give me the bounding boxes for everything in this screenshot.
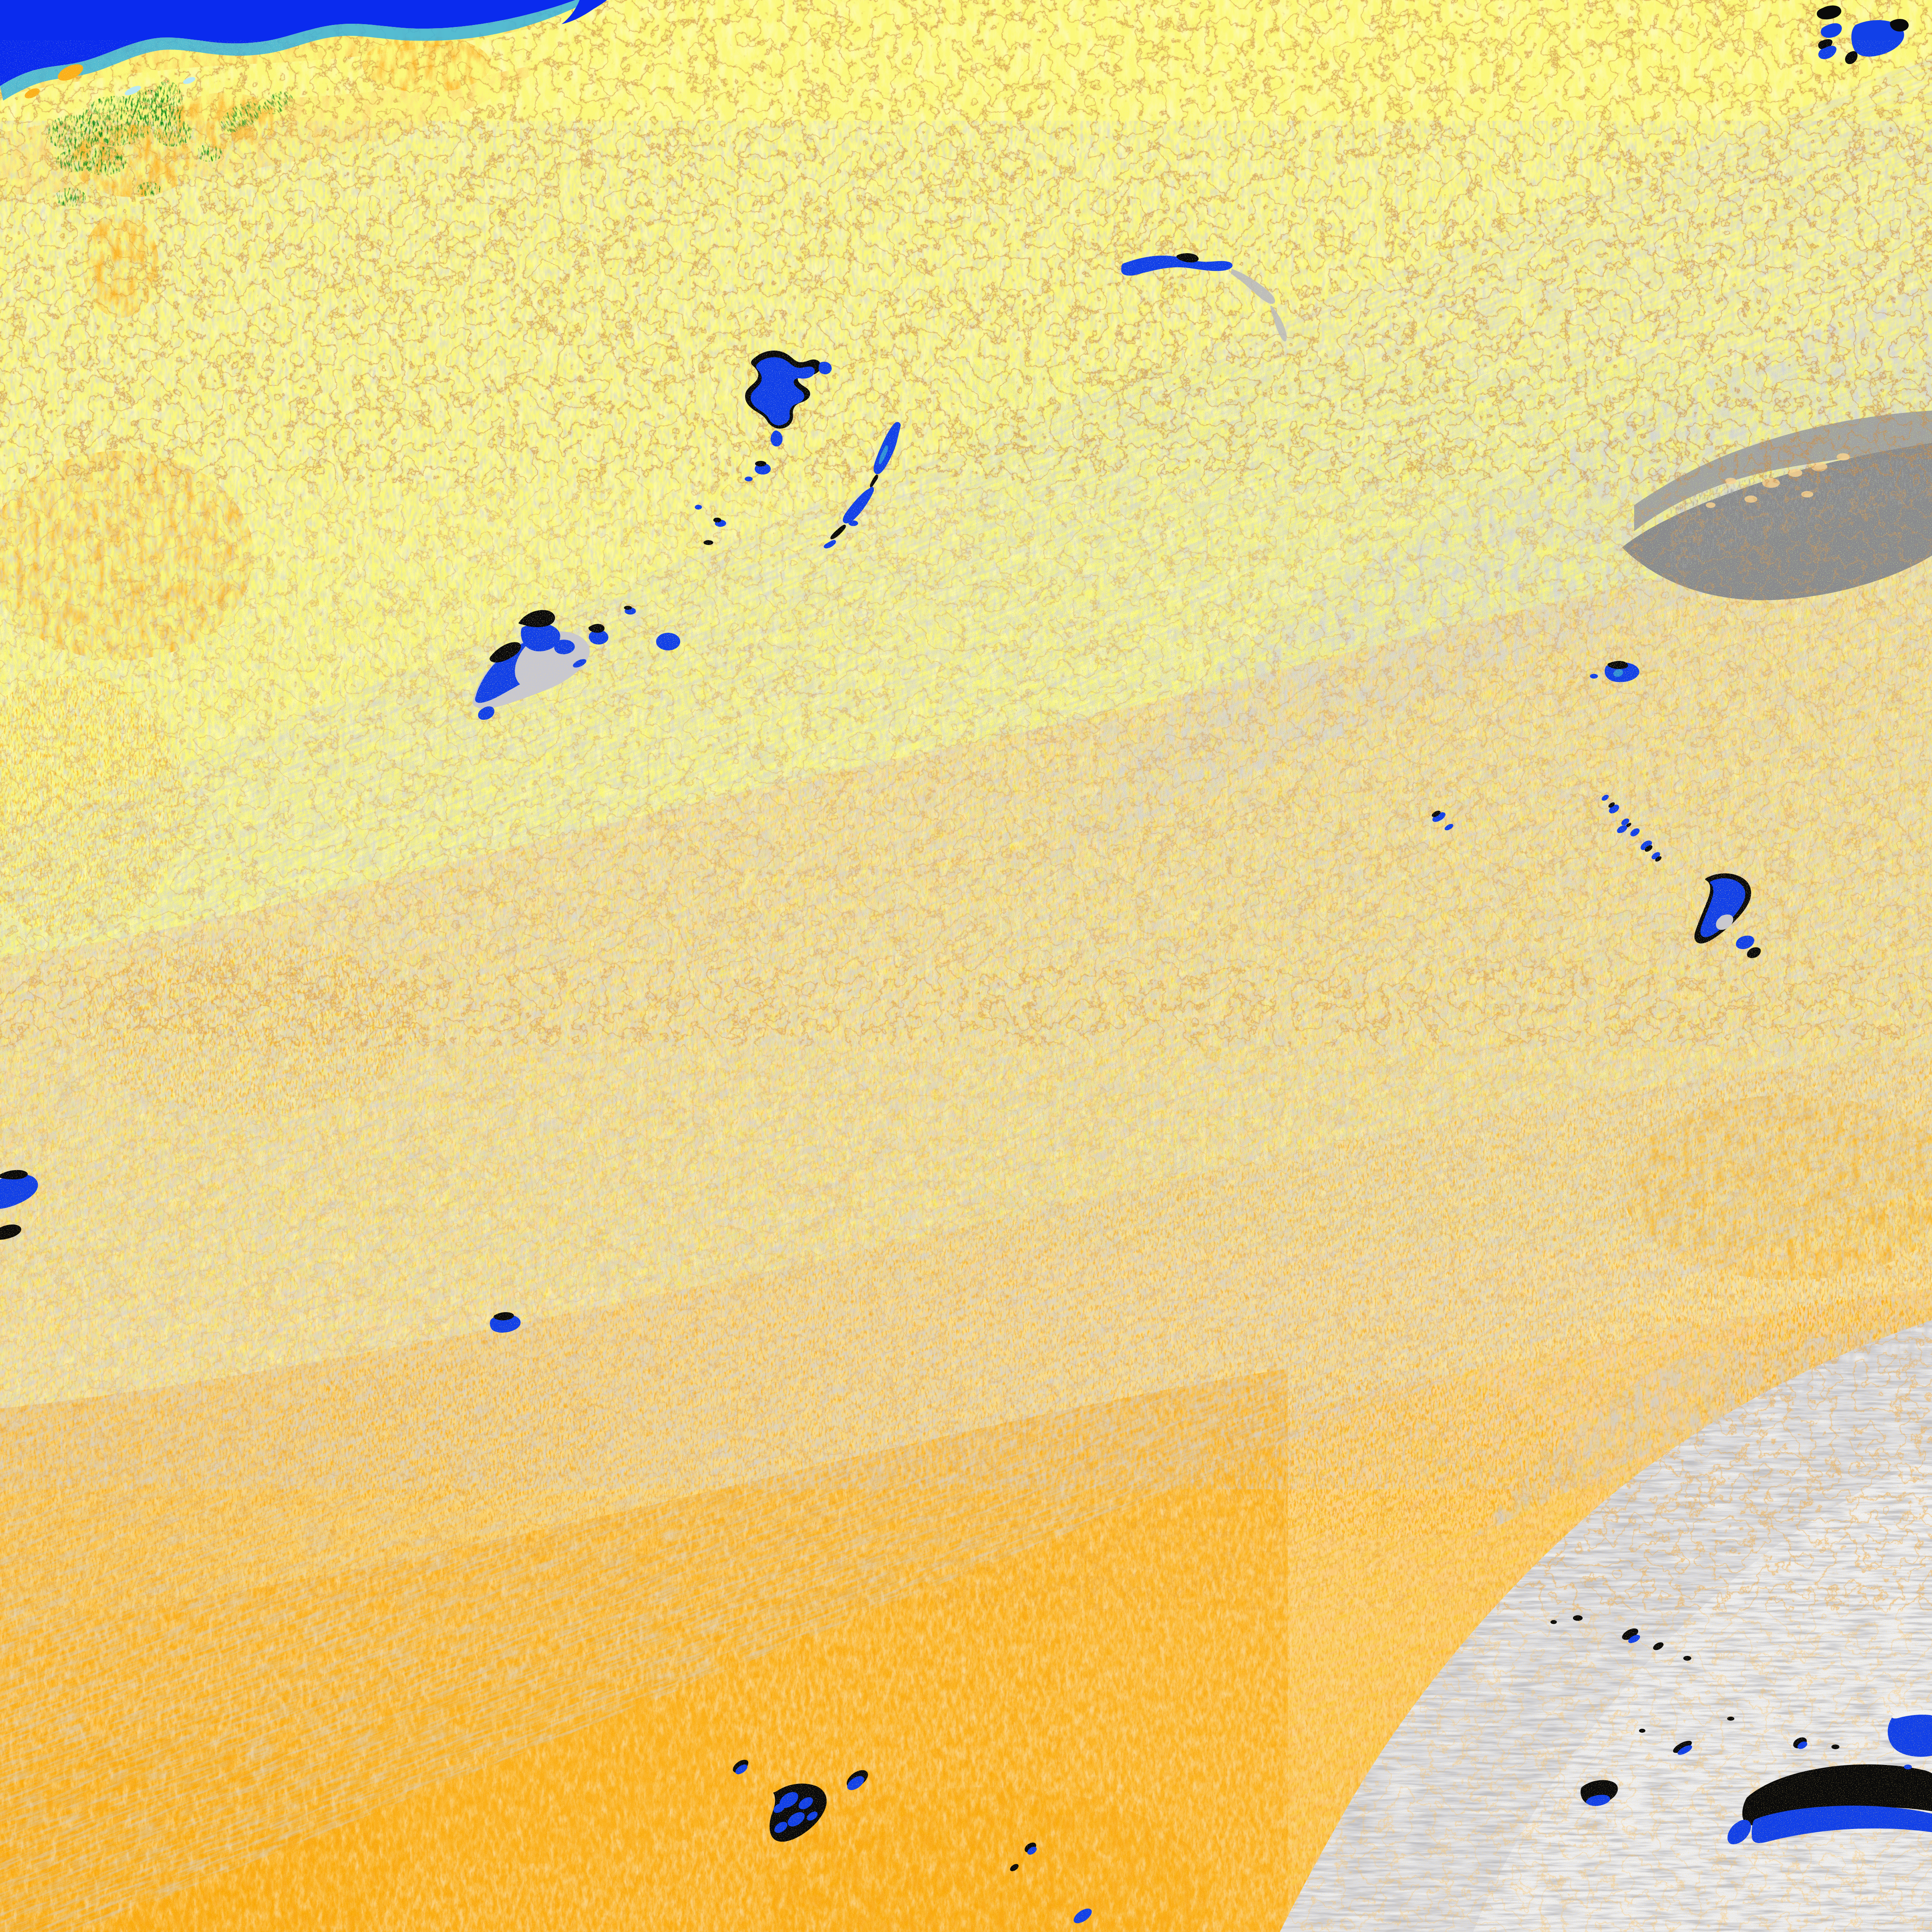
global-speckle-overlay: [0, 40, 1932, 1932]
landcover-map: [0, 0, 1932, 1932]
base-raster-layer: [0, 0, 1932, 1932]
